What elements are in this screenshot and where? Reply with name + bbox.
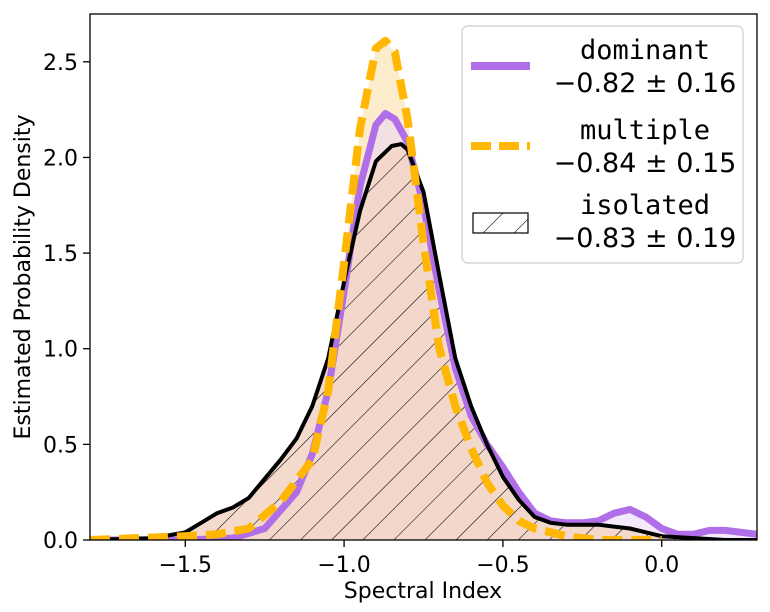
y-tick-label: 2.0 bbox=[43, 146, 78, 171]
legend-swatch-isolated bbox=[472, 212, 529, 234]
y-axis: 0.0 0.5 1.0 1.5 2.0 2.5 bbox=[43, 51, 90, 554]
plot-area bbox=[90, 36, 757, 540]
legend-stat-multiple: −0.84 ± 0.15 bbox=[554, 148, 737, 179]
legend-frame bbox=[461, 25, 744, 264]
y-tick-label: 1.5 bbox=[43, 242, 78, 267]
x-tick-label: 0.0 bbox=[644, 553, 679, 578]
legend: dominant −0.82 ± 0.16 multiple −0.84 ± 0… bbox=[461, 25, 744, 264]
y-axis-label: Estimated Probability Density bbox=[11, 114, 36, 439]
x-tick-label: −1.0 bbox=[317, 553, 370, 578]
line-isolated bbox=[90, 142, 757, 540]
legend-label-multiple: multiple bbox=[580, 115, 710, 146]
axes-frame bbox=[89, 13, 758, 541]
x-axis-label: Spectral Index bbox=[344, 579, 502, 604]
legend-label-isolated: isolated bbox=[580, 190, 710, 221]
legend-stat-dominant: −0.82 ± 0.16 bbox=[554, 68, 737, 99]
legend-label-dominant: dominant bbox=[580, 35, 710, 66]
hatch-isolated bbox=[90, 144, 757, 540]
y-tick-label: 1.0 bbox=[43, 338, 78, 363]
y-tick-label: 0.5 bbox=[43, 433, 78, 458]
line-multiple bbox=[90, 36, 662, 540]
x-axis: −1.5 −1.0 −0.5 0.0 bbox=[159, 540, 679, 578]
x-tick-label: −0.5 bbox=[476, 553, 529, 578]
y-tick-label: 0.0 bbox=[43, 529, 78, 554]
y-tick-label: 2.5 bbox=[43, 51, 78, 76]
x-tick-label: −1.5 bbox=[159, 553, 212, 578]
legend-stat-isolated: −0.83 ± 0.19 bbox=[554, 223, 737, 254]
